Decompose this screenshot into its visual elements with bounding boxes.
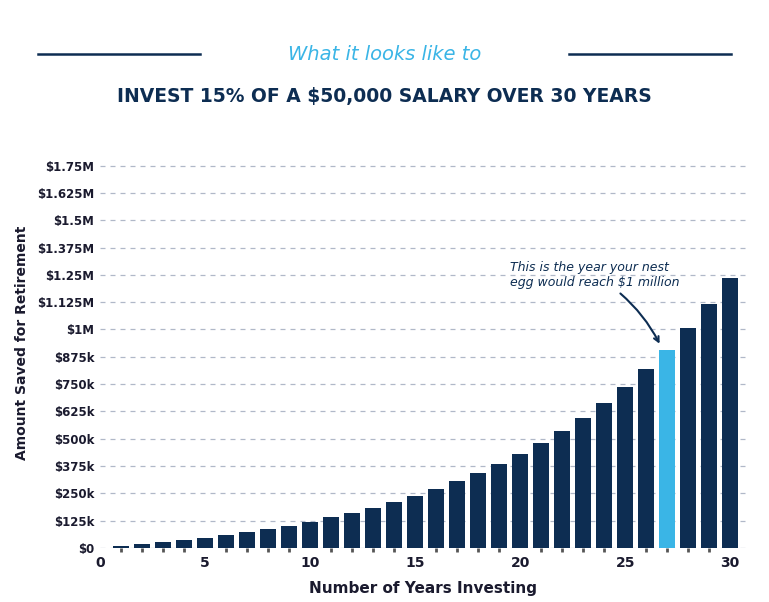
Bar [302,522,318,548]
Bar [428,489,444,548]
Bar [638,369,654,548]
Bar [281,526,297,548]
Bar [618,386,633,548]
Bar [554,431,570,548]
Bar [470,473,486,548]
Bar [408,496,423,548]
Bar [701,305,717,548]
Bar [512,454,528,548]
Bar [575,418,591,548]
Text: This is the year your nest
egg would reach $1 million: This is the year your nest egg would rea… [510,261,679,342]
Bar [134,544,150,548]
Bar [365,507,381,548]
Bar [596,403,612,548]
Bar [386,502,402,548]
Text: What it looks like to: What it looks like to [288,45,481,64]
Bar [533,443,549,548]
Bar [155,542,171,548]
Bar [323,518,339,548]
Bar [722,279,738,548]
Bar [491,464,507,548]
Bar [197,538,213,548]
Bar [449,482,465,548]
X-axis label: Number of Years Investing: Number of Years Investing [309,582,537,596]
Bar [239,532,255,548]
Text: INVEST 15% OF A $50,000 SALARY OVER 30 YEARS: INVEST 15% OF A $50,000 SALARY OVER 30 Y… [117,87,652,106]
Bar [681,328,696,548]
Bar [113,546,129,548]
Y-axis label: Amount Saved for Retirement: Amount Saved for Retirement [15,226,28,461]
Bar [218,535,234,548]
Bar [345,513,360,548]
Bar [176,540,192,548]
Bar [260,529,276,548]
Bar [659,350,675,548]
